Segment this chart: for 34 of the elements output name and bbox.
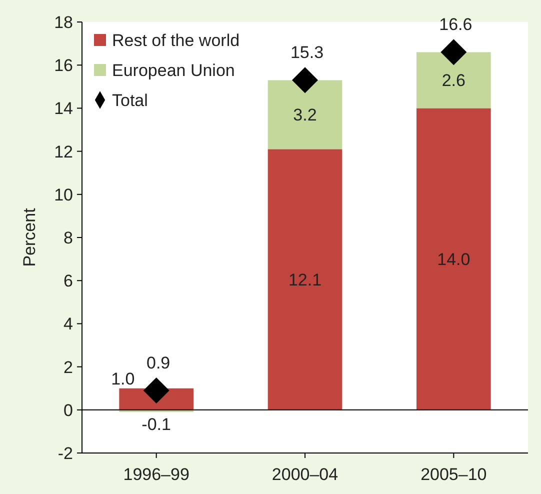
- y-tick-label: 12: [54, 142, 73, 162]
- point: [440, 39, 467, 66]
- bar: [268, 80, 342, 150]
- y-tick-label: 10: [54, 185, 73, 204]
- x-tick-label: 1996–99: [123, 465, 190, 484]
- data-label: 0.9: [146, 354, 170, 373]
- data-label: 14.0: [437, 250, 470, 270]
- y-tick-label: 6: [64, 272, 73, 291]
- bar: [416, 52, 491, 108]
- data-label: -0.1: [142, 415, 171, 434]
- y-tick-label: 2: [64, 358, 73, 377]
- y-axis-title: Percent: [20, 208, 39, 267]
- legend-label: European Union: [112, 61, 235, 80]
- point: [143, 378, 170, 404]
- x-tick-label: 2000–04: [272, 465, 338, 484]
- data-label: 15.3: [290, 43, 324, 62]
- y-tick-label: 16: [54, 56, 73, 76]
- data-label: 1.0: [111, 369, 135, 388]
- data-label: 12.1: [288, 270, 322, 290]
- y-tick-label: 4: [64, 314, 73, 334]
- y-tick-label: 14: [54, 99, 73, 118]
- bar: [416, 108, 491, 410]
- legend-label: Rest of the world: [112, 31, 240, 50]
- data-label: 3.2: [293, 106, 317, 125]
- legend-label: Total: [112, 91, 148, 110]
- data-label: 2.6: [442, 71, 466, 90]
- data-label: 16.6: [439, 15, 472, 34]
- y-tick-label: 18: [54, 13, 73, 32]
- y-tick-label: -2: [58, 444, 73, 463]
- x-tick-label: 2005–10: [420, 465, 487, 484]
- point: [292, 67, 318, 94]
- bar: [268, 149, 342, 410]
- y-tick-label: 0: [64, 400, 73, 420]
- y-tick-label: 8: [64, 228, 73, 248]
